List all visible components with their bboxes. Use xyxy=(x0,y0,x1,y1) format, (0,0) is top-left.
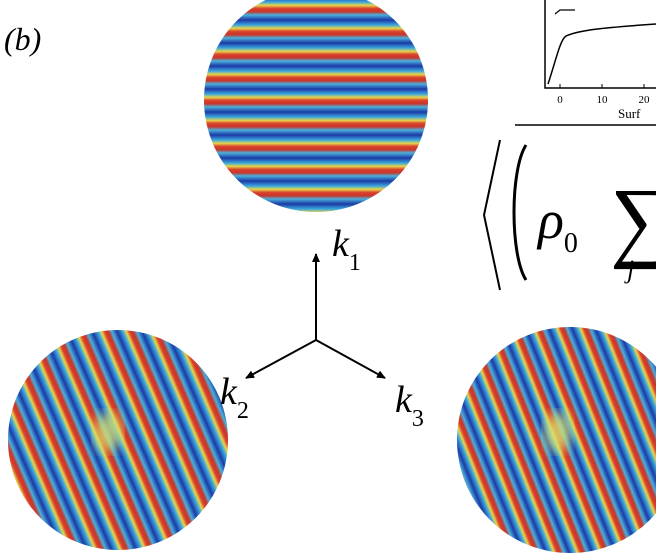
figure: (b) k1 k2 k3 0 10 20 Surf ρ0 ∑ j xyxy=(0,0,656,554)
text-part: k xyxy=(220,371,238,413)
formula-rho: ρ0 xyxy=(536,190,578,259)
text-part: 3 xyxy=(412,406,424,432)
x-tick-label: 20 xyxy=(639,94,651,106)
pattern-left xyxy=(0,320,240,554)
pattern-right xyxy=(450,320,656,554)
text-part: 0 xyxy=(564,228,578,259)
k3-label: k3 xyxy=(395,379,424,432)
panel-label: (b) xyxy=(4,21,41,57)
text-part: k xyxy=(395,379,413,421)
text-part: 2 xyxy=(237,398,249,424)
x-tick-label: 0 xyxy=(557,94,563,106)
text-part: 1 xyxy=(349,250,361,276)
x-axis-label: Surf xyxy=(618,106,641,121)
k1-label: k1 xyxy=(332,223,361,276)
text-part: ρ xyxy=(536,190,564,250)
formula: ρ0 ∑ j xyxy=(484,125,656,290)
page: (b) k1 k2 k3 0 10 20 Surf ρ0 ∑ j (() => … xyxy=(0,0,656,554)
inset-plot: 0 10 20 Surf xyxy=(545,0,656,121)
x-tick-label: 10 xyxy=(597,94,609,106)
text-part: k xyxy=(332,223,350,265)
arrows xyxy=(246,254,385,378)
pattern-top xyxy=(204,0,428,212)
